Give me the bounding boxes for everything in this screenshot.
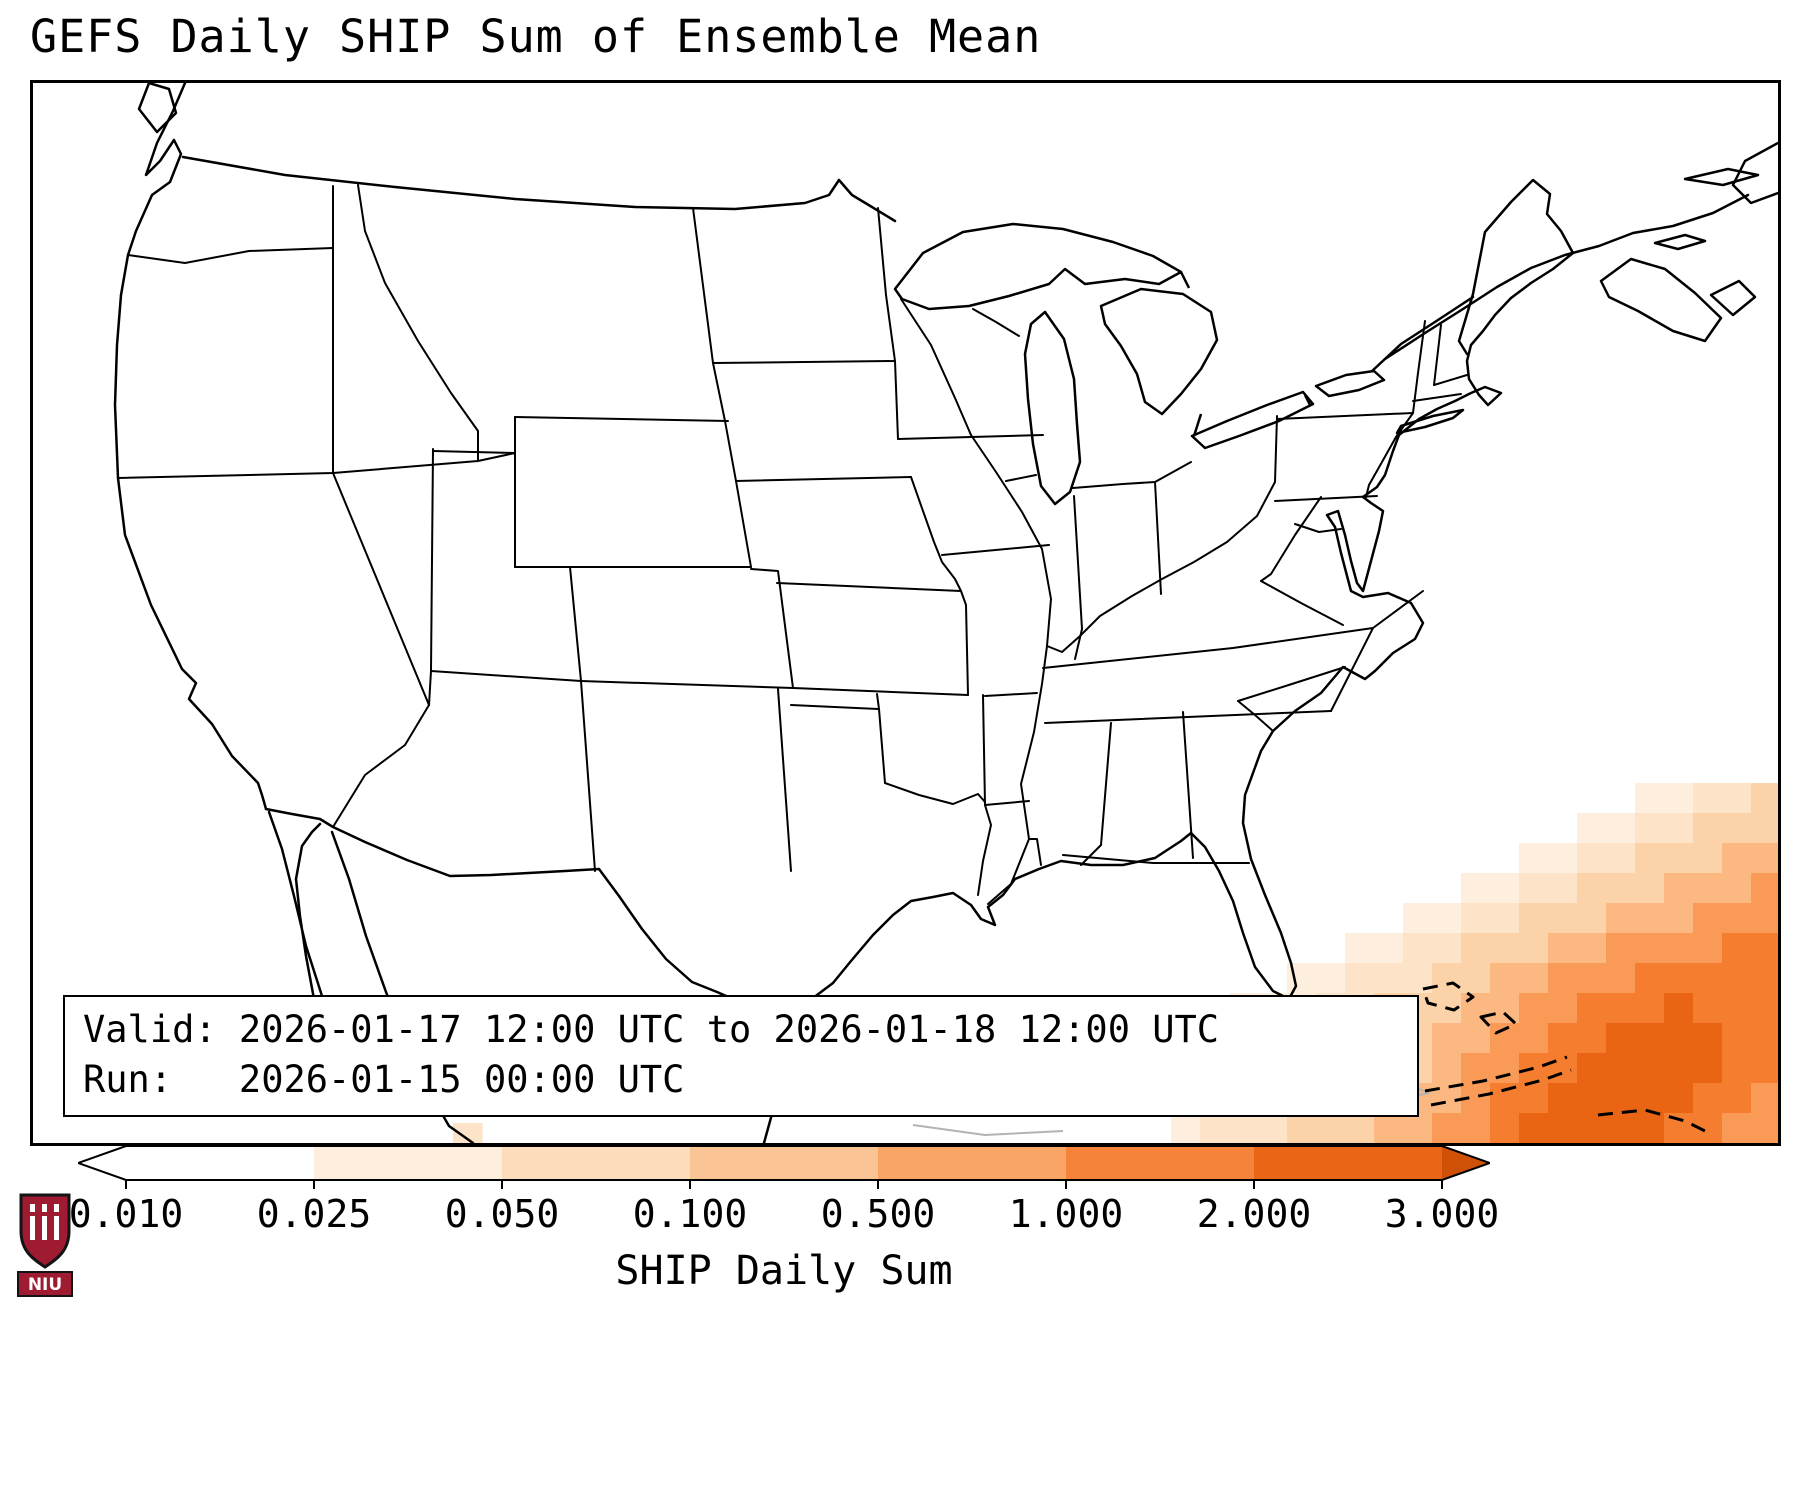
- colorbar: [75, 1145, 1493, 1194]
- colorbar-over-arrow: [1442, 1146, 1490, 1180]
- colorbar-tick-label: 2.000: [1196, 1192, 1312, 1236]
- colorbar-tick-label: 3.000: [1384, 1192, 1500, 1236]
- us-map-svg: [113, 83, 1778, 1143]
- colorbar-segment: [1066, 1146, 1255, 1180]
- colorbar-segment: [1254, 1146, 1443, 1180]
- colorbar-tick-label: 0.025: [256, 1192, 372, 1236]
- colorbar-segment: [690, 1146, 879, 1180]
- colorbar-segment: [502, 1146, 691, 1180]
- state-border-layer: [117, 184, 1468, 905]
- colorbar-segment: [126, 1146, 315, 1180]
- colorbar-under-arrow: [78, 1146, 126, 1180]
- colorbar-svg: [75, 1145, 1493, 1189]
- niu-logo: NIU: [16, 1192, 74, 1298]
- run-time-text: Run: 2026-01-15 00:00 UTC: [83, 1057, 685, 1101]
- colorbar-tick-label: 0.050: [444, 1192, 560, 1236]
- colorbar-tick-labels: 0.010 0.025 0.050 0.100 0.500 1.000 2.000 3.000: [69, 1192, 1499, 1238]
- colorbar-tick-label: 0.100: [632, 1192, 748, 1236]
- colorbar-tick-label: 0.010: [68, 1192, 184, 1236]
- colorbar-tickmarks: [125, 1180, 1443, 1189]
- map-canvas: Valid: 2026-01-17 12:00 UTC to 2026-01-1…: [30, 80, 1781, 1146]
- colorbar-segment: [314, 1146, 503, 1180]
- colorbar-tick-label: 0.500: [820, 1192, 936, 1236]
- colorbar-tick-label: 1.000: [1008, 1192, 1124, 1236]
- colorbar-segments: [126, 1146, 1443, 1180]
- valid-time-text: Valid: 2026-01-17 12:00 UTC to 2026-01-1…: [83, 1008, 1220, 1051]
- colorbar-segment: [878, 1146, 1067, 1180]
- page-title: GEFS Daily SHIP Sum of Ensemble Mean: [30, 10, 1042, 63]
- info-box: Valid: 2026-01-17 12:00 UTC to 2026-01-1…: [63, 995, 1419, 1117]
- niu-logo-text: NIU: [28, 1275, 62, 1295]
- niu-logo-svg: NIU: [17, 1193, 73, 1297]
- colorbar-label: SHIP Daily Sum: [615, 1248, 953, 1294]
- great-lakes-layer: [893, 222, 1386, 506]
